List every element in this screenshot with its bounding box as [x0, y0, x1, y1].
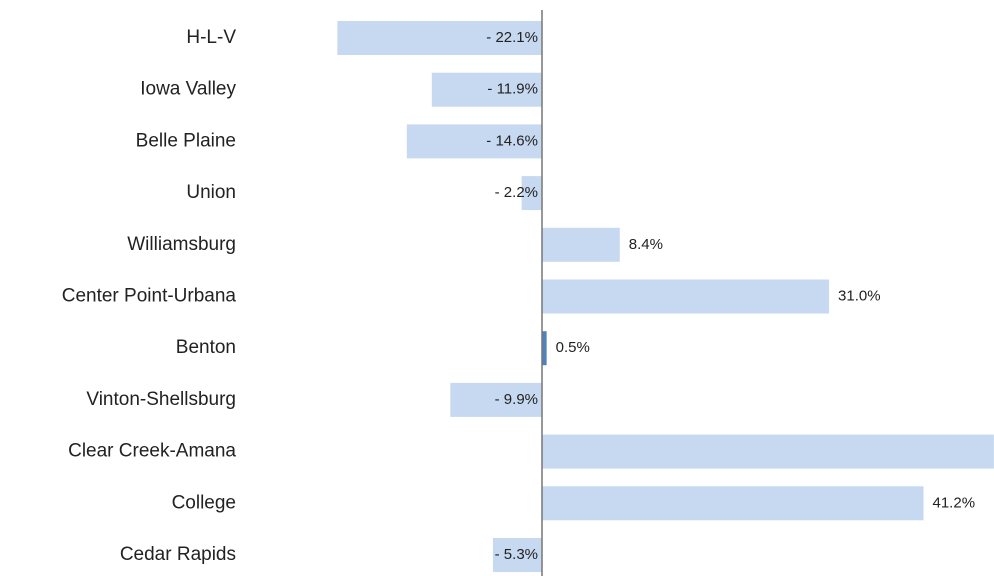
- value-label: - 22.1%: [486, 29, 538, 46]
- bar: [450, 382, 542, 417]
- value-label: 31.0%: [838, 287, 881, 304]
- value-label: - 11.9%: [487, 81, 538, 98]
- bar: [431, 72, 542, 107]
- value-label: 0.5%: [556, 339, 590, 356]
- category-label: Vinton-Shellsburg: [86, 389, 236, 410]
- value-label: - 5.3%: [495, 546, 538, 563]
- value-label: 8.4%: [629, 236, 663, 253]
- value-label: - 9.9%: [495, 391, 538, 408]
- category-label: College: [172, 492, 236, 513]
- value-label: 41.2%: [933, 494, 976, 511]
- value-label: - 2.2%: [495, 184, 538, 201]
- category-label: Center Point-Urbana: [62, 286, 237, 307]
- bar: [542, 227, 620, 262]
- category-label: Clear Creek-Amana: [68, 441, 236, 462]
- category-label: Williamsburg: [127, 234, 236, 255]
- bar: [406, 124, 542, 159]
- value-label: - 14.6%: [486, 132, 538, 149]
- category-label: H-L-V: [186, 27, 236, 48]
- bar: [492, 538, 542, 572]
- bar: [521, 176, 542, 211]
- category-label: Iowa Valley: [140, 79, 236, 100]
- category-label: Cedar Rapids: [120, 544, 236, 565]
- bar: [542, 279, 830, 314]
- category-label: Belle Plaine: [136, 130, 236, 151]
- category-label: Benton: [176, 337, 236, 358]
- bar: [542, 486, 924, 521]
- bar: [542, 331, 547, 366]
- bar: [337, 21, 542, 55]
- category-label: Union: [186, 182, 236, 203]
- bar: [542, 434, 994, 469]
